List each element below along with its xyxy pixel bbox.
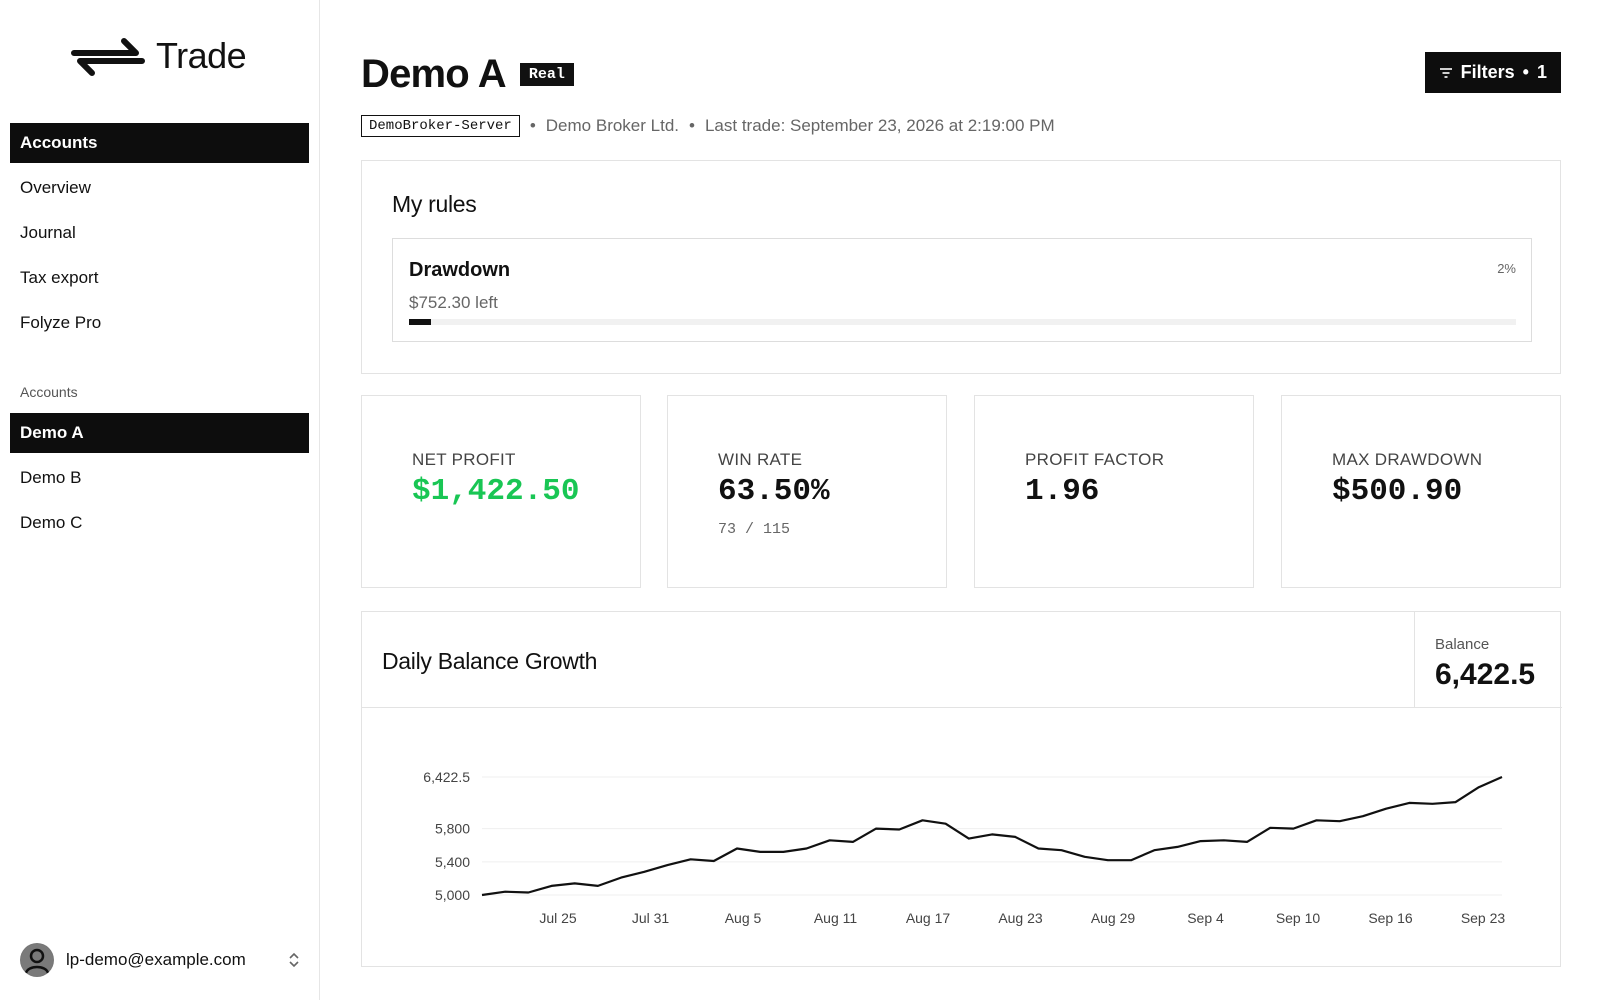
rule-percent: 2% <box>1497 261 1516 276</box>
user-email: lp-demo@example.com <box>66 950 246 969</box>
y-tick-label: 5,000 <box>435 887 470 903</box>
x-tick-label: Sep 10 <box>1276 910 1321 926</box>
x-tick-label: Jul 25 <box>539 910 577 926</box>
filters-count: 1 <box>1536 62 1547 82</box>
chevron-up-down-icon[interactable] <box>288 951 300 969</box>
stat-card-win-rate: WIN RATE 63.50% 73 / 115 <box>667 395 947 588</box>
transfer-arrows-icon <box>71 38 145 76</box>
balance-line-chart: 5,000 5,400 5,800 6,422.5 Jul 25 Jul 31 Aug 5 A… <box>423 769 1506 926</box>
nav-item-journal[interactable]: Journal <box>20 223 76 242</box>
x-tick-label: Aug 29 <box>1091 910 1136 926</box>
filters-separator: • <box>1522 62 1529 82</box>
x-tick-label: Aug 23 <box>998 910 1043 926</box>
filters-label: Filters <box>1460 62 1515 82</box>
stat-value: 1.96 <box>1025 474 1100 509</box>
main-nav: Accounts Overview Journal Tax export Fol… <box>10 123 309 348</box>
main-content: Demo A Real Filters • 1 DemoBroker-Serve… <box>361 0 1562 1000</box>
logo-text: Trade <box>156 35 247 76</box>
x-tick-label: Aug 5 <box>725 910 762 926</box>
stat-label: WIN RATE <box>718 450 803 469</box>
stat-card-net-profit: NET PROFIT $1,422.50 <box>361 395 641 588</box>
account-item-demo-b[interactable]: Demo B <box>20 468 82 487</box>
y-tick-label: 6,422.5 <box>423 769 470 785</box>
server-tag: DemoBroker-Server <box>361 115 520 137</box>
sidebar: Trade Accounts Overview Journal Tax expo… <box>0 0 320 1000</box>
stat-value: $1,422.50 <box>412 474 580 509</box>
series-line-balance <box>481 775 1503 897</box>
balance-summary: Balance 6,422.5 <box>1414 612 1562 708</box>
stat-card-max-drawdown: MAX DRAWDOWN $500.90 <box>1281 395 1561 588</box>
stat-label: NET PROFIT <box>412 450 516 469</box>
last-trade: Last trade: September 23, 2026 at 2:19:0… <box>704 116 1055 135</box>
x-tick-label: Sep 4 <box>1187 910 1224 926</box>
stat-label: PROFIT FACTOR <box>1025 450 1165 469</box>
user-icon <box>21 944 53 976</box>
stat-label: MAX DRAWDOWN <box>1332 450 1483 469</box>
meta-separator: • <box>529 116 536 135</box>
broker-name: Demo Broker Ltd. <box>545 116 680 135</box>
x-tick-label: Sep 23 <box>1461 910 1506 926</box>
x-tick-label: Sep 16 <box>1368 910 1413 926</box>
balance-chart-card: Daily Balance Growth Balance 6,422.5 5,0… <box>361 611 1562 967</box>
nav-item-accounts[interactable]: Accounts <box>10 123 309 163</box>
chart-title: Daily Balance Growth <box>382 648 598 674</box>
stat-subvalue: 73 / 115 <box>718 521 791 538</box>
rule-progress-track <box>409 319 1516 325</box>
avatar <box>20 943 54 977</box>
stat-value: $500.90 <box>1332 474 1463 509</box>
app-logo[interactable]: Trade <box>70 34 247 78</box>
balance-label: Balance <box>1435 636 1490 653</box>
x-tick-label: Jul 31 <box>632 910 670 926</box>
rule-name: Drawdown <box>409 259 511 281</box>
rules-card: My rules Drawdown $752.30 left 2% <box>361 160 1561 374</box>
page-header: Demo A Real <box>361 52 574 97</box>
accounts-section-label: Accounts <box>20 384 78 400</box>
y-tick-label: 5,400 <box>435 854 470 870</box>
chart-header: Daily Balance Growth Balance 6,422.5 <box>362 612 1562 708</box>
nav-item-tax-export[interactable]: Tax export <box>20 268 99 287</box>
nav-item-folyze-pro[interactable]: Folyze Pro <box>20 313 102 332</box>
x-tick-label: Aug 11 <box>814 910 858 926</box>
user-menu[interactable]: lp-demo@example.com <box>20 942 300 978</box>
nav-item-overview[interactable]: Overview <box>20 178 91 197</box>
meta-separator: • <box>689 116 695 135</box>
filters-button[interactable]: Filters • 1 <box>1424 52 1561 93</box>
rule-remaining: $752.30 left <box>409 293 498 312</box>
account-type-badge: Real <box>519 63 574 86</box>
balance-value: 6,422.5 <box>1435 658 1536 691</box>
account-item-demo-a[interactable]: Demo A <box>10 413 309 453</box>
account-meta: DemoBroker-Server • Demo Broker Ltd. • L… <box>361 115 1055 137</box>
rule-progress-fill <box>409 319 432 325</box>
y-tick-label: 5,800 <box>435 821 470 837</box>
stat-value: 63.50% <box>718 474 830 509</box>
rule-drawdown: Drawdown $752.30 left 2% <box>392 238 1532 342</box>
page-title: Demo A <box>361 52 507 96</box>
account-item-demo-c[interactable]: Demo C <box>20 513 83 532</box>
account-list: Demo A Demo B Demo C <box>10 413 309 548</box>
filter-icon <box>1439 67 1452 78</box>
rules-title: My rules <box>392 191 477 217</box>
x-tick-label: Aug 17 <box>906 910 951 926</box>
stat-card-profit-factor: PROFIT FACTOR 1.96 <box>974 395 1254 588</box>
